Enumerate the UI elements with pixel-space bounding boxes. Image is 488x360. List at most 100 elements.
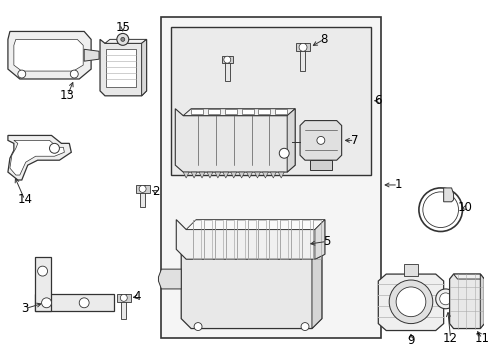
Polygon shape [100, 39, 146, 96]
Polygon shape [10, 140, 64, 175]
Circle shape [121, 37, 124, 41]
Text: 2: 2 [151, 185, 159, 198]
Text: 7: 7 [350, 134, 358, 147]
Bar [171, 27, 370, 175]
Bar [290, 220, 299, 259]
Polygon shape [254, 172, 260, 178]
Text: 5: 5 [323, 235, 330, 248]
Polygon shape [175, 109, 295, 172]
Polygon shape [309, 160, 331, 170]
Bar [140, 185, 144, 207]
Polygon shape [246, 172, 252, 178]
Circle shape [139, 185, 146, 192]
Bar [225, 220, 233, 259]
Bar [193, 220, 201, 259]
Bar [247, 220, 255, 259]
Polygon shape [135, 185, 149, 193]
Bar [106, 49, 135, 87]
Polygon shape [176, 220, 324, 259]
Polygon shape [183, 172, 189, 178]
Circle shape [70, 70, 78, 78]
Circle shape [301, 323, 308, 330]
Circle shape [299, 43, 306, 51]
Polygon shape [230, 172, 236, 178]
Polygon shape [448, 274, 483, 329]
Polygon shape [453, 274, 483, 279]
Bar [312, 220, 320, 259]
Polygon shape [84, 49, 99, 61]
Circle shape [439, 293, 450, 305]
Polygon shape [8, 135, 71, 180]
Polygon shape [158, 269, 181, 289]
Circle shape [395, 287, 425, 317]
Circle shape [38, 266, 47, 276]
Circle shape [422, 192, 458, 228]
Circle shape [388, 280, 432, 324]
Text: 12: 12 [442, 332, 457, 345]
Polygon shape [241, 109, 253, 114]
Text: 13: 13 [60, 89, 75, 102]
Bar [302, 220, 309, 259]
Polygon shape [105, 39, 146, 43]
Circle shape [18, 70, 26, 78]
Circle shape [316, 136, 324, 144]
Polygon shape [378, 274, 443, 330]
Text: 6: 6 [374, 94, 381, 107]
Polygon shape [275, 109, 286, 114]
Circle shape [194, 323, 202, 330]
Polygon shape [191, 172, 197, 178]
Circle shape [117, 33, 128, 45]
Circle shape [224, 56, 230, 63]
Polygon shape [191, 244, 321, 254]
Circle shape [49, 143, 60, 153]
Polygon shape [14, 39, 83, 71]
Bar [269, 220, 277, 259]
Text: 11: 11 [474, 332, 488, 345]
Polygon shape [206, 172, 212, 178]
Polygon shape [186, 220, 324, 230]
Bar [214, 220, 223, 259]
Polygon shape [214, 172, 221, 178]
Text: 4: 4 [133, 291, 140, 303]
Bar [121, 294, 125, 319]
Text: 15: 15 [115, 21, 130, 34]
Bar [224, 56, 229, 81]
Polygon shape [443, 188, 453, 202]
Bar [161, 17, 381, 338]
Bar [203, 220, 211, 259]
Polygon shape [183, 109, 295, 116]
Polygon shape [223, 172, 228, 178]
Bar [300, 43, 305, 71]
Polygon shape [8, 31, 91, 79]
Circle shape [79, 298, 89, 308]
Polygon shape [262, 172, 268, 178]
Polygon shape [300, 121, 341, 160]
Polygon shape [117, 294, 130, 302]
Text: 14: 14 [17, 193, 32, 206]
Polygon shape [479, 274, 483, 329]
Bar [236, 220, 244, 259]
Circle shape [41, 298, 51, 308]
Polygon shape [311, 244, 321, 329]
Polygon shape [224, 109, 236, 114]
Bar [258, 220, 266, 259]
Polygon shape [181, 244, 321, 329]
Polygon shape [314, 220, 324, 259]
Polygon shape [238, 172, 244, 178]
Bar [403, 264, 417, 276]
Text: 8: 8 [320, 33, 327, 46]
Circle shape [279, 148, 288, 158]
Polygon shape [270, 172, 276, 178]
Polygon shape [199, 172, 204, 178]
Polygon shape [142, 39, 146, 96]
Polygon shape [35, 294, 114, 311]
Circle shape [120, 294, 127, 301]
Text: 1: 1 [393, 179, 401, 192]
Text: 10: 10 [457, 201, 472, 214]
Polygon shape [207, 109, 220, 114]
Text: 9: 9 [407, 334, 414, 347]
Polygon shape [296, 43, 309, 51]
Polygon shape [286, 109, 295, 172]
Polygon shape [278, 172, 284, 178]
Bar [280, 220, 287, 259]
